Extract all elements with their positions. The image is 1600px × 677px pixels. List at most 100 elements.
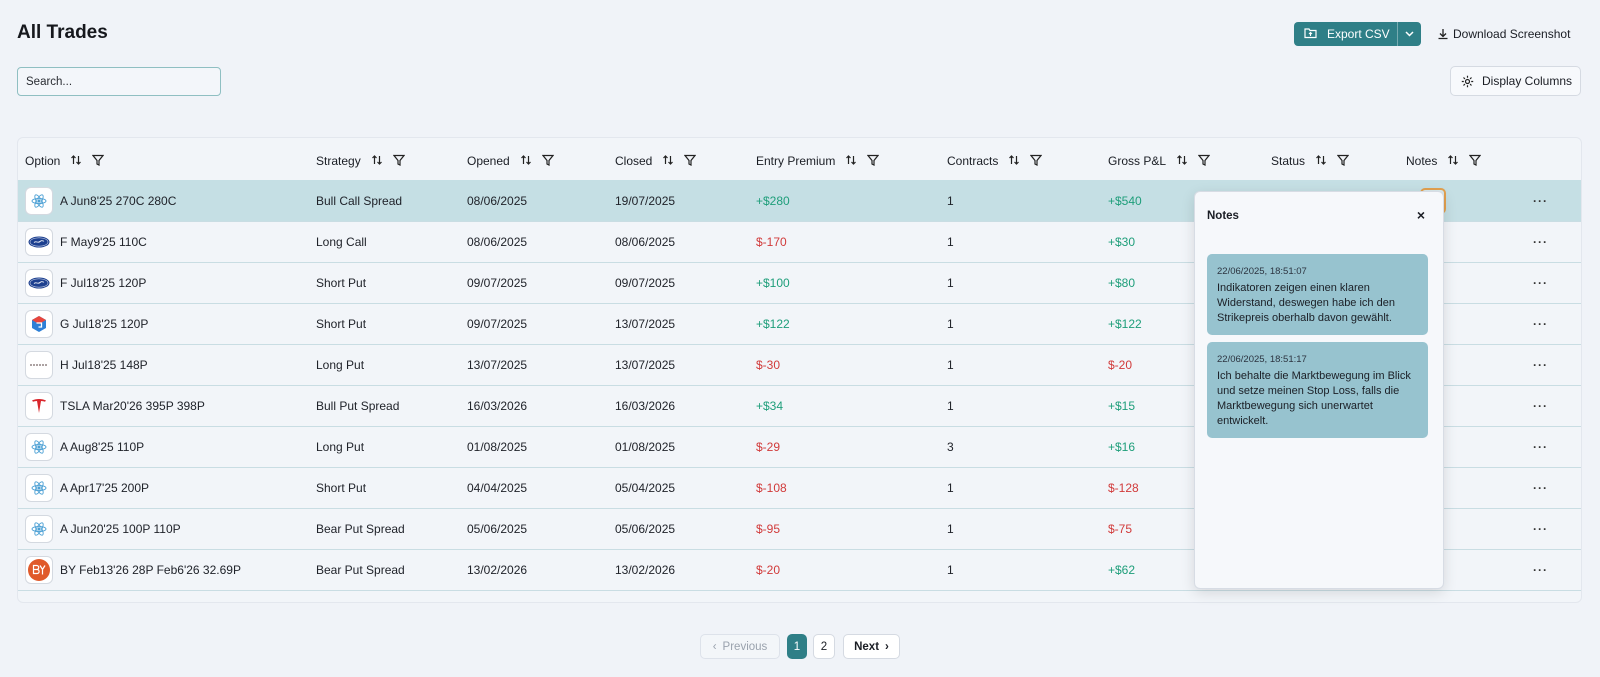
filter-icon[interactable]: [1197, 154, 1211, 169]
filter-icon[interactable]: [1336, 154, 1350, 169]
gross-pnl-cell: +$30: [1108, 234, 1136, 249]
pagination-previous-button[interactable]: ‹ Previous: [700, 634, 780, 659]
opened-cell: 04/04/2025: [467, 480, 528, 495]
chevron-right-icon: ›: [885, 640, 889, 653]
column-header-strategy[interactable]: Strategy: [316, 138, 405, 184]
row-actions[interactable]: ···: [1533, 385, 1548, 426]
sort-icon[interactable]: [70, 154, 82, 169]
table-row[interactable]: H Jul18'25 148P Long Put 13/07/2025 13/07/2…: [18, 344, 1581, 386]
row-actions[interactable]: ···: [1533, 221, 1548, 262]
more-icon[interactable]: ···: [1533, 439, 1548, 454]
more-icon[interactable]: ···: [1533, 193, 1548, 208]
row-actions[interactable]: ···: [1533, 426, 1548, 467]
option-label: G Jul18'25 120P: [60, 316, 149, 331]
column-header-gross-pnl[interactable]: Gross P&L: [1108, 138, 1211, 184]
filter-icon[interactable]: [541, 154, 554, 169]
note-text: Ich behalte die Marktbewegung im Blick u…: [1217, 370, 1411, 427]
filter-icon[interactable]: [867, 154, 880, 169]
option-cell: G Jul18'25 120P: [25, 303, 148, 344]
more-icon[interactable]: ···: [1533, 398, 1548, 413]
row-actions[interactable]: ···: [1533, 549, 1548, 590]
genpact-icon: [25, 309, 53, 338]
gross-pnl-cell: +$122: [1108, 316, 1142, 331]
filter-icon[interactable]: [92, 154, 105, 169]
export-csv-button[interactable]: Export CSV: [1294, 22, 1421, 46]
gear-icon: [1461, 75, 1474, 87]
notes-panel-title: Notes: [1207, 210, 1239, 222]
gross-pnl-cell: +$15: [1108, 398, 1136, 413]
sort-icon[interactable]: [1008, 154, 1020, 169]
more-icon[interactable]: ···: [1533, 521, 1548, 536]
table-row[interactable]: BY Feb13'26 28P Feb6'26 32.69P Bear Put S…: [18, 549, 1581, 591]
close-icon[interactable]: ×: [1416, 207, 1425, 223]
gross-pnl-cell: $-75: [1108, 521, 1133, 536]
row-actions[interactable]: ···: [1533, 262, 1548, 303]
more-icon[interactable]: ···: [1533, 480, 1548, 495]
ford-icon: [25, 227, 53, 256]
column-header-closed[interactable]: Closed: [615, 138, 697, 184]
notes-popover: Notes × 22/06/2025, 18:51:07 Indikatoren…: [1194, 191, 1444, 589]
pagination-page-1[interactable]: 1: [787, 634, 807, 659]
pagination-page-2[interactable]: 2: [813, 634, 835, 659]
strategy-cell: Short Put: [316, 316, 367, 331]
note-card: 22/06/2025, 18:51:07 Indikatoren zeigen …: [1207, 254, 1428, 335]
opened-cell: 01/08/2025: [467, 439, 528, 454]
more-icon[interactable]: ···: [1533, 275, 1548, 290]
sort-icon[interactable]: [371, 154, 383, 169]
note-timestamp: 22/06/2025, 18:51:07: [1217, 266, 1307, 277]
filter-icon[interactable]: [1030, 154, 1043, 169]
column-header-opened[interactable]: Opened: [467, 138, 554, 184]
row-actions[interactable]: ···: [1533, 467, 1548, 508]
more-icon[interactable]: ···: [1533, 316, 1548, 331]
closed-cell: 19/07/2025: [615, 193, 676, 208]
export-dropdown-toggle[interactable]: [1397, 22, 1421, 46]
filter-icon[interactable]: [392, 154, 405, 169]
table-row[interactable]: A Aug8'25 110P Long Put 01/08/2025 01/08/20…: [18, 426, 1581, 468]
atom-icon: [25, 186, 53, 215]
contracts-cell: 1: [947, 521, 954, 536]
more-icon[interactable]: ···: [1533, 234, 1548, 249]
column-header-contracts[interactable]: Contracts: [947, 138, 1043, 184]
table-row[interactable]: F May9'25 110C Long Call 08/06/2025 08/06/2…: [18, 221, 1581, 263]
sort-icon[interactable]: [845, 154, 857, 169]
column-header-entry-premium[interactable]: Entry Premium: [756, 138, 880, 184]
note-text: Indikatoren zeigen einen klaren Widersta…: [1217, 282, 1395, 324]
sort-icon[interactable]: [520, 154, 532, 169]
download-screenshot-button[interactable]: Download Screenshot: [1437, 22, 1570, 46]
column-header-notes[interactable]: Notes: [1406, 138, 1482, 184]
option-label: H Jul18'25 148P: [60, 357, 148, 372]
previous-label: Previous: [722, 640, 768, 653]
closed-cell: 05/04/2025: [615, 480, 676, 495]
sort-icon[interactable]: [1315, 154, 1327, 169]
more-icon[interactable]: ···: [1533, 357, 1548, 372]
column-header-status[interactable]: Status: [1271, 138, 1350, 184]
row-actions[interactable]: ···: [1533, 508, 1548, 549]
sort-icon[interactable]: [1176, 154, 1188, 169]
sort-icon[interactable]: [1447, 154, 1459, 169]
entry-premium-cell: $-29: [756, 439, 781, 454]
pagination-next-button[interactable]: Next ›: [843, 634, 900, 659]
note-timestamp: 22/06/2025, 18:51:17: [1217, 354, 1307, 365]
column-label: Closed: [615, 154, 653, 168]
download-screenshot-label: Download Screenshot: [1453, 27, 1571, 41]
column-header-option[interactable]: Option: [25, 138, 105, 184]
option-cell: H Jul18'25 148P: [25, 344, 148, 385]
row-actions[interactable]: ···: [1533, 344, 1548, 385]
option-cell: A Aug8'25 110P: [25, 426, 144, 467]
row-actions[interactable]: ···: [1533, 303, 1548, 344]
search-input[interactable]: [17, 67, 221, 96]
entry-premium-cell: $-30: [756, 357, 781, 372]
column-label: Option: [25, 154, 61, 168]
opened-cell: 08/06/2025: [467, 234, 528, 249]
row-actions[interactable]: ···: [1533, 180, 1548, 221]
sort-icon[interactable]: [662, 154, 674, 169]
table-row[interactable]: A Jun20'25 100P 110P Bear Put Spread 05/06…: [18, 508, 1581, 550]
filter-icon[interactable]: [1469, 154, 1482, 169]
more-icon[interactable]: ···: [1533, 562, 1548, 577]
option-label: TSLA Mar20'26 395P 398P: [60, 398, 205, 413]
table-row[interactable]: TSLA Mar20'26 395P 398P Bull Put Spread 16…: [18, 385, 1581, 427]
table-row[interactable]: F Jul18'25 120P Short Put 09/07/2025 09/07/…: [18, 262, 1581, 304]
display-columns-button[interactable]: Display Columns: [1450, 66, 1581, 96]
filter-icon[interactable]: [684, 154, 697, 169]
column-label: Status: [1271, 154, 1306, 168]
